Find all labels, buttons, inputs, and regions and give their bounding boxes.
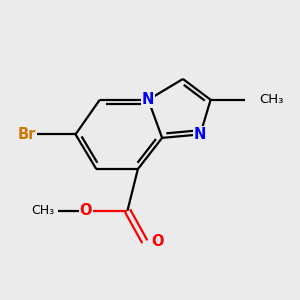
Text: CH₃: CH₃ bbox=[259, 93, 284, 106]
Text: N: N bbox=[194, 127, 206, 142]
Text: CH₃: CH₃ bbox=[32, 204, 55, 217]
Text: Br: Br bbox=[18, 127, 36, 142]
Text: O: O bbox=[152, 234, 164, 249]
Text: N: N bbox=[142, 92, 154, 107]
Text: O: O bbox=[80, 203, 92, 218]
